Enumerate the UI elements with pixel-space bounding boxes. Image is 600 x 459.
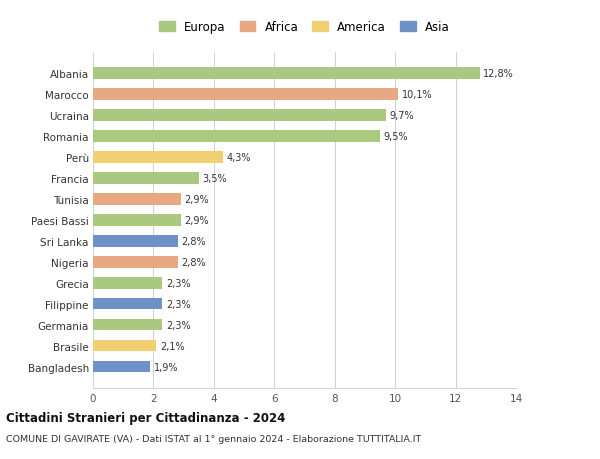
Text: 9,5%: 9,5%: [383, 132, 408, 141]
Text: 2,3%: 2,3%: [166, 278, 191, 288]
Bar: [93, 298, 163, 310]
Legend: Europa, Africa, America, Asia: Europa, Africa, America, Asia: [157, 18, 452, 36]
Bar: [93, 361, 151, 373]
Text: COMUNE DI GAVIRATE (VA) - Dati ISTAT al 1° gennaio 2024 - Elaborazione TUTTITALI: COMUNE DI GAVIRATE (VA) - Dati ISTAT al …: [6, 434, 421, 443]
Text: 3,5%: 3,5%: [202, 174, 227, 184]
Bar: [93, 214, 181, 226]
Bar: [93, 277, 163, 289]
Bar: [93, 319, 163, 331]
Text: 2,9%: 2,9%: [184, 215, 209, 225]
Text: 12,8%: 12,8%: [484, 69, 514, 79]
Bar: [93, 257, 178, 268]
Bar: [93, 173, 199, 184]
Text: 2,3%: 2,3%: [166, 320, 191, 330]
Bar: [93, 340, 157, 352]
Text: 2,3%: 2,3%: [166, 299, 191, 309]
Text: 2,8%: 2,8%: [181, 236, 206, 246]
Bar: [93, 68, 480, 79]
Bar: [93, 235, 178, 247]
Text: 9,7%: 9,7%: [390, 111, 415, 121]
Text: 10,1%: 10,1%: [402, 90, 433, 100]
Bar: [93, 131, 380, 142]
Bar: [93, 110, 386, 121]
Text: 2,1%: 2,1%: [160, 341, 185, 351]
Text: 2,9%: 2,9%: [184, 195, 209, 204]
Text: 1,9%: 1,9%: [154, 362, 179, 372]
Text: Cittadini Stranieri per Cittadinanza - 2024: Cittadini Stranieri per Cittadinanza - 2…: [6, 411, 286, 424]
Text: 2,8%: 2,8%: [181, 257, 206, 267]
Bar: [93, 194, 181, 205]
Bar: [93, 152, 223, 163]
Bar: [93, 89, 398, 101]
Text: 4,3%: 4,3%: [227, 152, 251, 162]
